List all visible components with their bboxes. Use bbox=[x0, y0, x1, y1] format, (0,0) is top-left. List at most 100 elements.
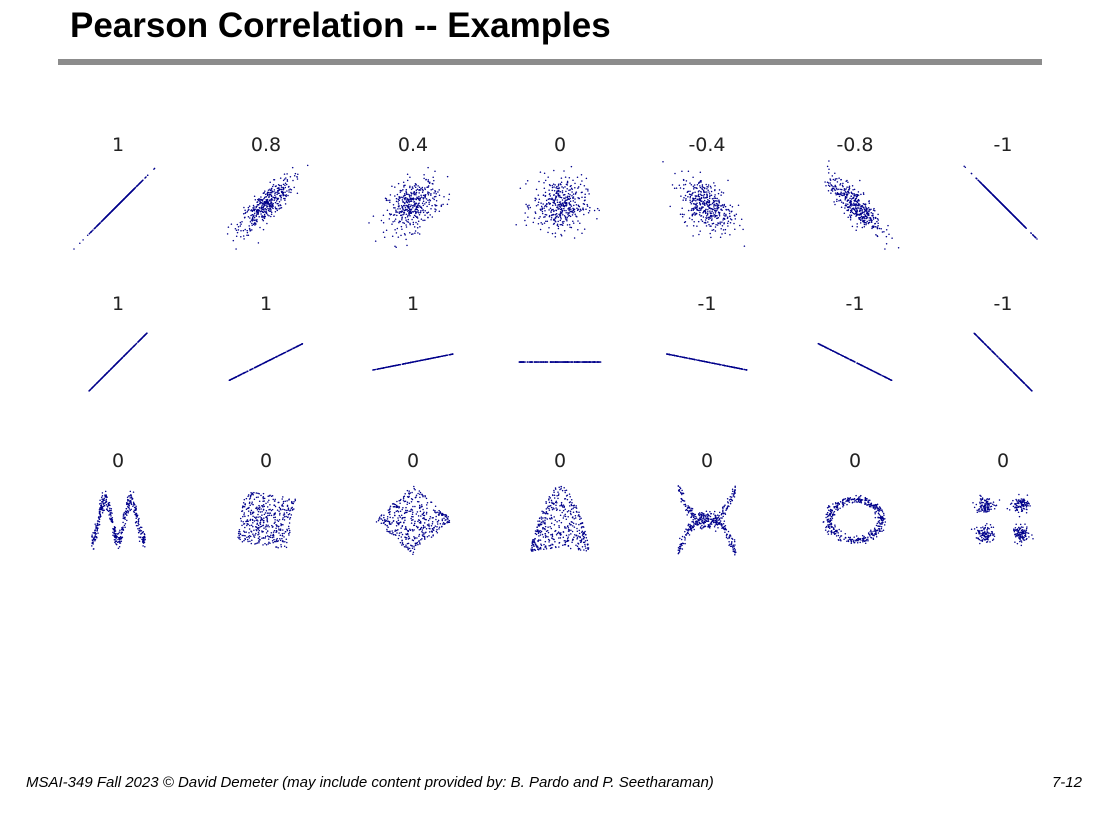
data-point bbox=[519, 187, 522, 189]
data-point bbox=[845, 356, 848, 359]
data-point bbox=[569, 210, 571, 213]
data-point bbox=[566, 198, 569, 200]
data-point bbox=[539, 171, 542, 173]
data-point bbox=[875, 234, 877, 236]
data-point bbox=[556, 199, 558, 201]
data-point bbox=[416, 188, 419, 190]
data-point bbox=[436, 356, 438, 358]
data-point bbox=[552, 183, 555, 185]
data-point bbox=[410, 361, 413, 364]
data-point bbox=[420, 194, 422, 197]
data-point bbox=[431, 188, 434, 190]
data-point bbox=[566, 187, 568, 190]
data-point bbox=[730, 219, 733, 221]
data-point bbox=[560, 204, 563, 207]
data-point bbox=[698, 197, 701, 200]
data-point bbox=[544, 213, 547, 216]
data-point bbox=[97, 532, 99, 534]
data-point bbox=[98, 518, 101, 520]
data-point bbox=[706, 187, 708, 190]
data-point bbox=[703, 360, 706, 363]
data-point bbox=[253, 216, 256, 219]
data-point bbox=[583, 199, 586, 202]
data-point bbox=[555, 213, 558, 215]
data-point bbox=[868, 210, 870, 212]
data-point bbox=[268, 214, 270, 217]
data-point bbox=[727, 225, 729, 227]
data-point bbox=[280, 184, 282, 187]
data-point bbox=[729, 218, 732, 220]
data-point bbox=[256, 218, 258, 221]
data-point bbox=[424, 187, 426, 189]
data-point bbox=[267, 203, 269, 206]
data-point bbox=[397, 236, 400, 238]
data-point bbox=[557, 184, 560, 187]
scatter-panel: 1 bbox=[372, 293, 454, 371]
data-point bbox=[864, 205, 867, 207]
data-point bbox=[575, 191, 578, 193]
data-point bbox=[251, 220, 254, 222]
data-point bbox=[690, 202, 693, 205]
data-point bbox=[873, 207, 875, 210]
data-point bbox=[559, 190, 562, 193]
data-point bbox=[385, 229, 388, 232]
data-point bbox=[557, 204, 559, 206]
data-point bbox=[411, 204, 414, 207]
data-point bbox=[257, 211, 259, 213]
data-point bbox=[271, 203, 274, 205]
data-point bbox=[548, 215, 551, 218]
data-point bbox=[562, 214, 564, 216]
data-point bbox=[561, 221, 564, 223]
data-point bbox=[986, 345, 989, 348]
data-point bbox=[840, 201, 843, 203]
data-point bbox=[267, 191, 269, 194]
data-point bbox=[141, 336, 144, 339]
data-point bbox=[880, 228, 882, 230]
data-point bbox=[266, 202, 268, 205]
data-point bbox=[685, 199, 687, 202]
scatter-panel bbox=[518, 361, 602, 363]
data-point bbox=[526, 180, 529, 182]
data-point bbox=[294, 172, 297, 175]
data-point bbox=[402, 363, 405, 365]
data-point bbox=[975, 177, 977, 179]
data-point bbox=[577, 186, 580, 188]
data-point bbox=[88, 390, 90, 392]
data-point bbox=[286, 350, 289, 353]
data-point bbox=[389, 201, 391, 204]
data-point bbox=[568, 202, 570, 205]
data-point bbox=[283, 178, 286, 180]
data-point bbox=[872, 216, 875, 219]
data-point bbox=[412, 187, 414, 190]
data-point bbox=[282, 183, 285, 186]
data-point bbox=[557, 207, 559, 209]
data-point bbox=[847, 216, 849, 219]
data-point bbox=[426, 205, 428, 208]
data-point bbox=[426, 358, 429, 360]
data-point bbox=[565, 209, 567, 212]
data-point bbox=[570, 205, 573, 207]
data-point bbox=[856, 200, 859, 202]
data-point bbox=[715, 210, 717, 213]
data-point bbox=[415, 183, 417, 186]
data-point bbox=[427, 194, 430, 196]
data-point bbox=[698, 196, 701, 198]
data-point bbox=[865, 223, 867, 226]
data-point bbox=[847, 357, 849, 360]
data-point bbox=[842, 202, 845, 204]
data-point bbox=[987, 189, 989, 191]
data-point bbox=[568, 224, 571, 226]
data-point bbox=[722, 206, 725, 208]
data-point bbox=[138, 183, 140, 185]
data-point bbox=[825, 184, 827, 187]
data-point bbox=[571, 361, 574, 363]
data-point bbox=[702, 206, 704, 208]
data-point bbox=[719, 236, 722, 239]
data-point bbox=[438, 194, 441, 196]
data-point bbox=[393, 220, 396, 222]
data-point bbox=[698, 233, 700, 236]
data-point bbox=[718, 199, 720, 201]
data-point bbox=[715, 202, 718, 205]
data-point bbox=[412, 206, 414, 209]
data-point bbox=[691, 208, 693, 210]
